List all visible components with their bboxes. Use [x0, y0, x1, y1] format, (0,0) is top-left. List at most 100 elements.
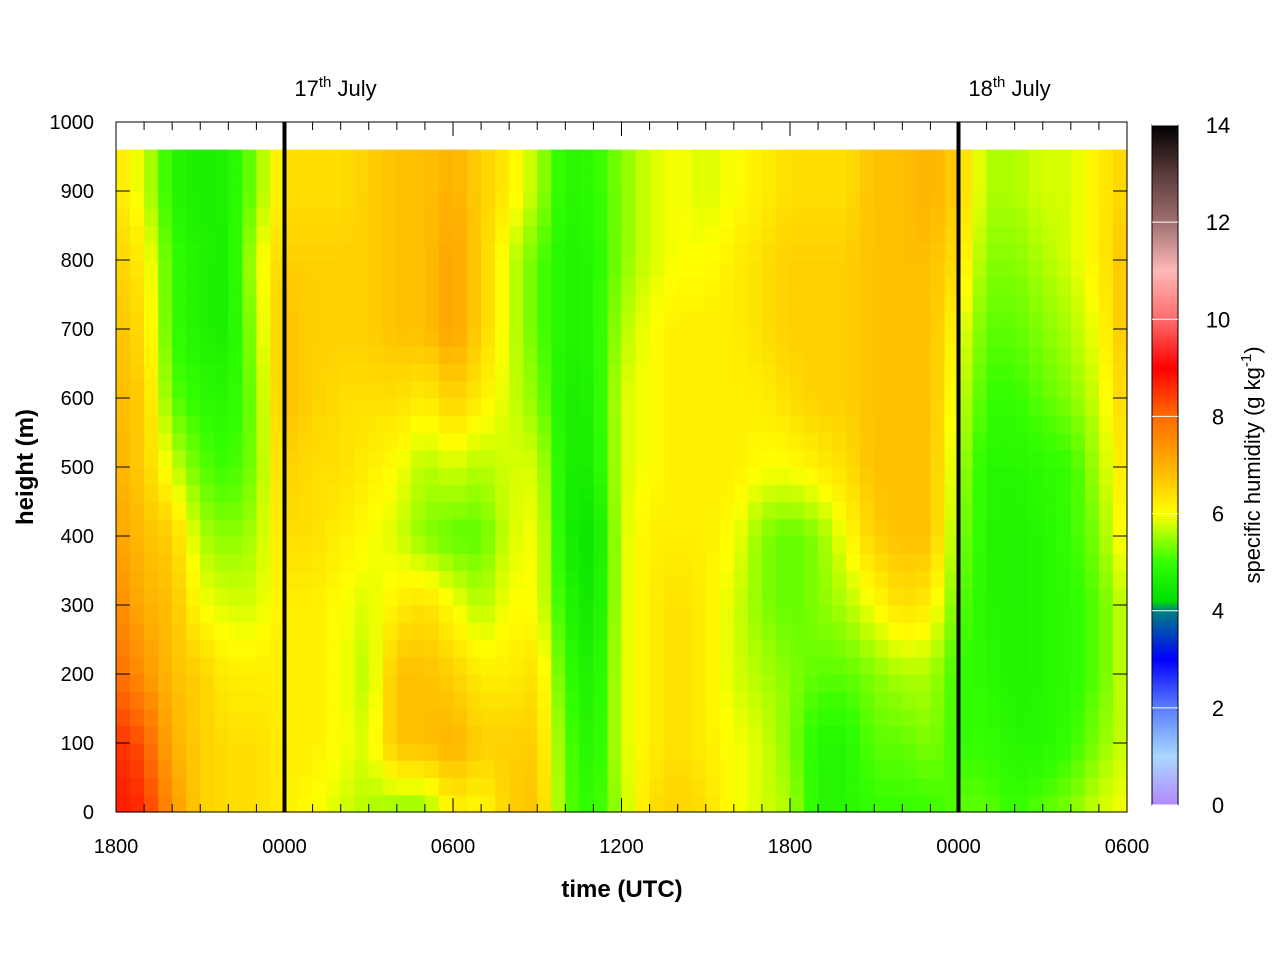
- heatmap-cell: [144, 708, 159, 727]
- heatmap-cell: [705, 708, 721, 727]
- heatmap-cell: [860, 173, 875, 192]
- heatmap-cell: [1042, 605, 1058, 623]
- heatmap-cell: [424, 691, 440, 710]
- heatmap-cell: [200, 674, 215, 692]
- heatmap-cell: [509, 587, 524, 606]
- heatmap-cell: [874, 587, 889, 606]
- heatmap-cell: [719, 363, 735, 382]
- heatmap-cell: [551, 173, 566, 192]
- heatmap-cell: [1000, 467, 1016, 485]
- heatmap-cell: [467, 587, 482, 606]
- heatmap-cell: [354, 794, 370, 813]
- heatmap-cell: [1000, 760, 1016, 779]
- heatmap-cell: [186, 587, 201, 606]
- heatmap-cell: [986, 708, 1002, 727]
- heatmap-cell: [1014, 415, 1030, 434]
- heatmap-cell: [761, 622, 777, 641]
- heatmap-cell: [846, 363, 861, 382]
- heatmap-cell: [340, 518, 356, 537]
- heatmap-cell: [438, 794, 454, 813]
- heatmap-cell: [1028, 346, 1044, 365]
- heatmap-cell: [368, 708, 384, 727]
- heatmap-cell: [326, 656, 342, 675]
- heatmap-cell: [790, 294, 805, 313]
- heatmap-cell: [691, 225, 707, 244]
- heatmap-cell: [916, 260, 932, 278]
- heatmap-cell: [116, 363, 131, 382]
- heatmap-cell: [691, 760, 707, 779]
- heatmap-cell: [705, 656, 721, 675]
- heatmap-cell: [621, 363, 637, 382]
- heatmap-cell: [551, 674, 566, 692]
- heatmap-cell: [1014, 277, 1030, 296]
- heatmap-cell: [438, 656, 454, 675]
- heatmap-cell: [565, 363, 580, 382]
- heatmap-cell: [1014, 398, 1030, 416]
- heatmap-cell: [649, 225, 665, 244]
- heatmap-cell: [424, 432, 440, 451]
- heatmap-cell: [860, 536, 875, 554]
- heatmap-cell: [874, 242, 889, 261]
- heatmap-cell: [565, 225, 580, 244]
- heatmap-cell: [846, 173, 861, 192]
- heatmap-cell: [537, 225, 552, 244]
- heatmap-cell: [312, 242, 328, 261]
- heatmap-cell: [832, 777, 847, 796]
- heatmap-cell: [438, 743, 454, 761]
- heatmap-cell: [270, 363, 286, 382]
- heatmap-cell: [818, 536, 833, 554]
- heatmap-cell: [860, 225, 875, 244]
- heatmap-cell: [565, 208, 580, 227]
- heatmap-cell: [874, 363, 889, 382]
- heatmap-cell: [242, 398, 258, 416]
- heatmap-cell: [1028, 156, 1044, 175]
- heatmap-cell: [144, 398, 159, 416]
- heatmap-cell: [761, 484, 777, 503]
- heatmap-cell: [775, 708, 791, 727]
- heatmap-cell: [200, 294, 215, 313]
- heatmap-cell: [186, 311, 201, 330]
- heatmap-cell: [270, 173, 286, 192]
- heatmap-cell: [804, 191, 819, 209]
- heatmap-cell: [354, 484, 370, 503]
- heatmap-cell: [368, 725, 384, 744]
- heatmap-cell: [832, 536, 847, 554]
- heatmap-cell: [424, 484, 440, 503]
- heatmap-cell: [663, 777, 679, 796]
- heatmap-cell: [1014, 777, 1030, 796]
- heatmap-cell: [1056, 363, 1072, 382]
- heatmap-cell: [396, 639, 412, 658]
- heatmap-cell: [775, 518, 791, 537]
- heatmap-cell: [495, 794, 510, 813]
- heatmap-cell: [649, 415, 665, 434]
- heatmap-cell: [200, 760, 215, 779]
- heatmap-cell: [326, 191, 342, 209]
- heatmap-cell: [593, 260, 609, 278]
- heatmap-cell: [242, 173, 258, 192]
- heatmap-cell: [200, 467, 215, 485]
- heatmap-cell: [453, 536, 468, 554]
- heatmap-cell: [186, 536, 201, 554]
- heatmap-cell: [214, 311, 229, 330]
- heatmap-cell: [382, 191, 398, 209]
- heatmap-cell: [916, 639, 932, 658]
- heatmap-cell: [158, 484, 173, 503]
- heatmap-cell: [916, 605, 932, 623]
- heatmap-cell: [1112, 794, 1128, 813]
- heatmap-cell: [804, 794, 819, 813]
- heatmap-cell: [186, 277, 201, 296]
- heatmap-cell: [354, 294, 370, 313]
- heatmap-cell: [747, 260, 763, 278]
- heatmap-cell: [354, 191, 370, 209]
- heatmap-cell: [565, 570, 580, 589]
- heatmap-cell: [214, 156, 229, 175]
- heatmap-cell: [874, 329, 889, 347]
- heatmap-cell: [635, 277, 651, 296]
- heatmap-cell: [340, 656, 356, 675]
- heatmap-cell: [1112, 691, 1128, 710]
- heatmap-cell: [1028, 260, 1044, 278]
- heatmap-cell: [481, 622, 496, 641]
- heatmap-cell: [565, 501, 580, 520]
- heatmap-cell: [747, 467, 763, 485]
- heatmap-cell: [635, 311, 651, 330]
